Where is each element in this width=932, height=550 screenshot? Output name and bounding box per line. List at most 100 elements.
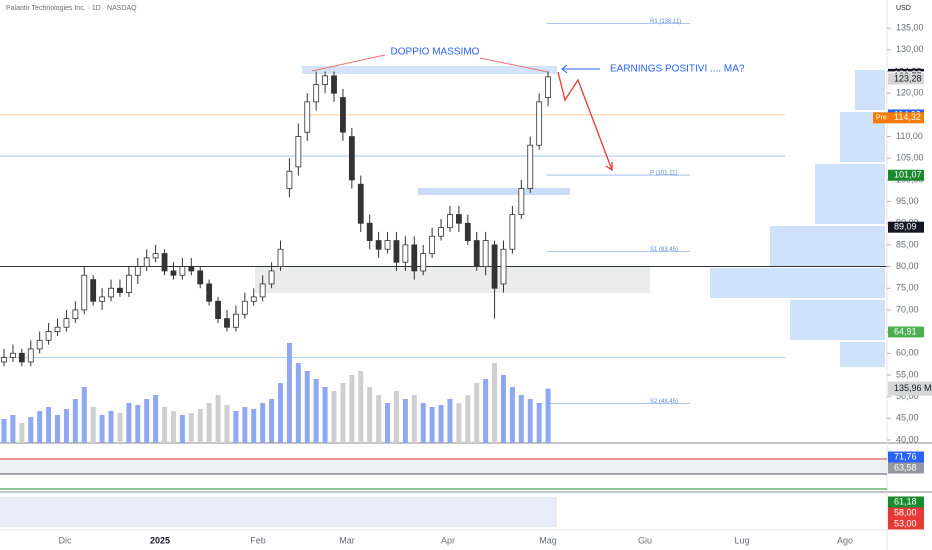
volume-bar — [90, 407, 96, 443]
candle-body — [179, 266, 186, 276]
y-tick-label: 80,00 — [896, 261, 919, 271]
candle-body — [340, 97, 346, 133]
candle-body — [233, 313, 239, 328]
volume-bar — [251, 409, 257, 443]
volume-bar — [313, 379, 319, 443]
candle-body — [277, 248, 284, 267]
candle-body — [509, 214, 516, 250]
candle-body — [170, 270, 177, 276]
price-tag — [888, 326, 924, 338]
rsi-tag-label: 71,76 — [894, 451, 917, 461]
stoch-tag-label: 61,18 — [894, 496, 917, 506]
premarket-tag — [873, 112, 888, 124]
annotation-line — [311, 54, 386, 72]
x-tick-label: Ago — [837, 535, 853, 545]
candle-body — [455, 214, 462, 224]
y-tick-label: 75,00 — [896, 283, 919, 293]
candle-body — [482, 240, 489, 267]
volume-bar — [117, 413, 123, 443]
volume-profile — [710, 70, 885, 367]
candle-body — [402, 244, 409, 263]
candle-body — [295, 136, 302, 168]
volume-bar — [340, 383, 346, 443]
volume-bar — [518, 395, 524, 443]
volume-bar — [260, 403, 266, 443]
candle-body — [108, 287, 114, 298]
volume-bar — [349, 375, 355, 443]
volume-bar — [197, 409, 203, 443]
y-tick-label: 50,00 — [896, 391, 919, 401]
candle-body — [188, 266, 195, 272]
y-tick-label: 60,00 — [896, 348, 919, 358]
candle-body — [527, 144, 534, 189]
candle-body — [464, 222, 471, 241]
volume-bar — [545, 388, 551, 443]
candle-body — [429, 235, 436, 254]
y-tick-label: 95,00 — [896, 196, 919, 206]
y-tick-label: 130,00 — [896, 44, 924, 54]
candle-body — [45, 331, 52, 341]
pivot-label: R1 (136.11) — [650, 19, 681, 25]
candle-body — [322, 75, 328, 85]
volume-bar — [527, 399, 533, 443]
candle-body — [18, 352, 25, 363]
candle-body — [536, 101, 543, 146]
x-tick-label: Dic — [59, 535, 72, 545]
x-tick-label: Feb — [250, 535, 266, 545]
chart-title: Palantir Technologies Inc. · 1D · NASDAQ — [6, 5, 137, 12]
candle-body — [134, 266, 141, 276]
volume-bar — [358, 371, 364, 443]
x-tick-label: Lug — [734, 535, 749, 545]
volume-bar — [429, 407, 435, 443]
stoch-band — [0, 497, 557, 527]
volume-bar — [81, 387, 87, 443]
rsi-band — [0, 458, 887, 474]
y-tick-label: 40,00 — [896, 434, 919, 444]
volume-tag-label: 135,96 M — [894, 383, 932, 393]
x-tick-label: Mar — [339, 535, 355, 545]
volume-bar — [108, 411, 114, 443]
volume-bar — [46, 407, 52, 443]
volume-bar — [233, 411, 239, 443]
candle-body — [447, 214, 453, 228]
volume-bar — [126, 403, 132, 443]
volume-bar — [456, 403, 462, 443]
candle-body — [27, 348, 34, 363]
currency: USD — [896, 5, 911, 12]
candle-body — [36, 339, 43, 350]
volume-bar — [28, 417, 34, 443]
candle-body — [491, 244, 498, 289]
annotation: DOPPIO MASSIMO — [391, 47, 480, 58]
stoch-tag — [888, 496, 924, 508]
volume-bar — [1, 419, 7, 443]
x-tick-label: Giu — [638, 535, 652, 545]
volume-bar — [153, 395, 159, 443]
volume-bar — [367, 387, 373, 443]
volume-bar — [170, 411, 176, 443]
volume-bar — [242, 407, 248, 443]
stoch-tag-label: 53,00 — [894, 518, 917, 528]
candle-body — [304, 101, 311, 133]
volume-bar — [385, 403, 391, 443]
candle-body — [313, 84, 320, 103]
candle-body — [420, 253, 427, 272]
volume-bar — [420, 403, 426, 443]
volume-bar — [19, 423, 25, 443]
volume-bar — [509, 387, 515, 443]
candle-body — [117, 287, 123, 293]
candle-body — [215, 300, 221, 319]
y-tick-label: 105,00 — [896, 153, 924, 163]
price-tag — [888, 169, 924, 181]
volume-bar — [474, 383, 480, 443]
volume-bar — [295, 363, 301, 443]
y-tick-label: 110,00 — [896, 131, 923, 141]
candle-body — [143, 257, 150, 267]
candle-body — [197, 270, 204, 285]
volume-bar — [411, 395, 417, 443]
volume-bar — [500, 375, 506, 443]
candle-body — [54, 326, 61, 332]
candle-body — [99, 296, 106, 302]
candle-body — [331, 75, 337, 94]
volume-bar — [179, 415, 185, 443]
